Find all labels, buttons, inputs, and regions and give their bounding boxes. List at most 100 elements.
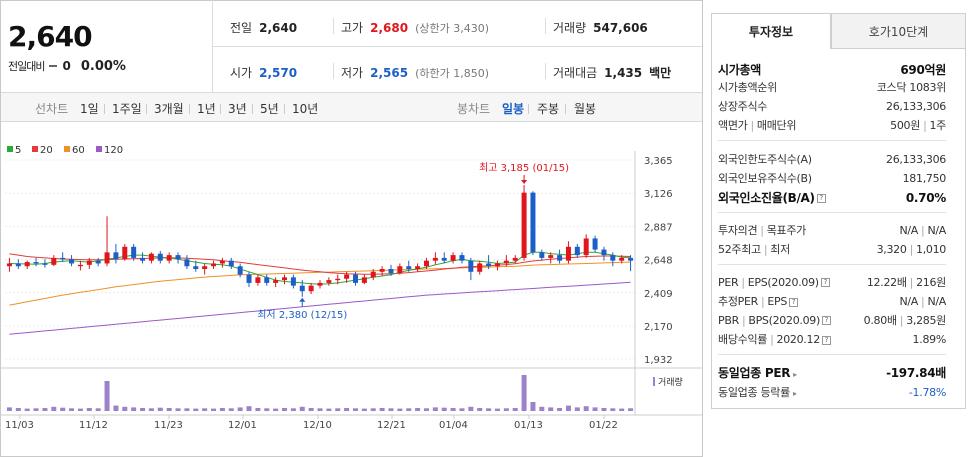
industry-change-label[interactable]: 동일업종 등락률: [718, 386, 790, 399]
volume-bar: [33, 408, 39, 411]
volume-bar: [530, 402, 536, 411]
volume-bar: [246, 406, 252, 411]
candle-body: [468, 260, 474, 272]
per-row: PER | EPS(2020.09)? 12.22배 | 216원: [718, 275, 946, 290]
high-label: 고가: [341, 21, 364, 35]
candle-body: [282, 277, 288, 281]
w52-high-value: 3,320: [876, 242, 907, 256]
w52-high-label: 52주최고: [718, 243, 761, 256]
candle-body: [113, 252, 119, 260]
candle-body: [361, 277, 367, 283]
period-3m[interactable]: 3개월: [154, 102, 184, 116]
period-5y[interactable]: 5년: [260, 102, 279, 116]
volume-bar: [352, 408, 358, 411]
volume-bar: [335, 408, 341, 411]
y-tick-label: 3,126: [644, 189, 673, 200]
period-1d[interactable]: 1일: [80, 102, 99, 116]
ma-legend: 5 20 60 120: [7, 145, 123, 156]
arrow-right-icon: ▸: [792, 389, 797, 398]
bps-year: (2020.09): [768, 313, 821, 327]
candle-body: [193, 266, 199, 270]
candle-body: [441, 257, 447, 261]
candle-body: [148, 253, 154, 261]
help-icon[interactable]: ?: [821, 316, 831, 325]
price-chart[interactable]: 5 20 60 120 3,365 3,126 2,887 2,648 2,409 2,170 1…: [1, 123, 702, 457]
period-10y[interactable]: 10년: [292, 102, 319, 116]
volume-bar: [42, 408, 48, 411]
candle-body: [539, 252, 545, 258]
candle-body: [264, 277, 270, 283]
divider: [252, 104, 253, 114]
volume-bar: [264, 408, 270, 411]
arrow-right-icon: ▸: [793, 370, 797, 379]
candle-body: [42, 263, 48, 265]
volume-bar: [24, 408, 30, 411]
current-price: 2,640: [8, 20, 93, 53]
help-icon[interactable]: ?: [789, 297, 799, 307]
volume-bar: [459, 408, 465, 411]
moving-averages: [9, 251, 631, 335]
legend-label: 120: [104, 145, 123, 156]
volume-bar: [601, 408, 607, 411]
unit-label: 매매단위: [756, 119, 797, 132]
volume-bar: [486, 408, 492, 411]
candle-body: [574, 246, 580, 256]
foreign-rate-row: 외국인소진율(B/A)? 0.70%: [718, 189, 946, 206]
period-monthly[interactable]: 월봉: [574, 102, 597, 116]
x-tick-label: 11/03: [5, 420, 34, 431]
low-arrow-head: [299, 297, 306, 302]
par-row: 액면가 | 매매단위 500원 | 1주: [718, 119, 946, 132]
help-icon[interactable]: ?: [821, 335, 831, 345]
candle-body: [69, 259, 75, 264]
period-3y[interactable]: 3년: [228, 102, 247, 116]
y-tick-label: 2,409: [644, 289, 673, 300]
opinion-label: 투자의견: [718, 224, 758, 237]
pbr-value: 0.80배: [863, 314, 897, 327]
dividend-value: 1.89%: [912, 332, 947, 346]
candle-body: [95, 260, 101, 264]
period-daily[interactable]: 일봉: [502, 102, 525, 116]
volume-bar: [6, 407, 12, 411]
opinion-row: 투자의견 | 목표주가 N/A | N/A: [718, 223, 946, 238]
help-icon[interactable]: ?: [820, 278, 830, 287]
candle-body: [308, 285, 314, 292]
candle-body: [415, 266, 421, 270]
trade-value-amount: 1,435: [604, 66, 643, 80]
opinion-value: N/A: [899, 223, 919, 237]
volume-bar: [397, 408, 403, 411]
change-label: 전일대비: [8, 60, 45, 73]
period-1y[interactable]: 1년: [197, 102, 216, 116]
candle-body: [122, 246, 128, 260]
volume-bar: [95, 408, 101, 411]
volume-bar: [432, 407, 438, 411]
help-icon[interactable]: ?: [816, 194, 826, 203]
y-tick-label: 3,365: [644, 156, 673, 167]
period-weekly[interactable]: 주봉: [537, 102, 560, 116]
candle-body: [166, 255, 172, 261]
tab-orderbook[interactable]: 호가10단계: [831, 13, 966, 49]
volume-bar: [415, 408, 421, 411]
volume-bar: [308, 408, 314, 411]
volume-bar: [113, 405, 119, 411]
period-1w[interactable]: 1주일: [112, 102, 142, 116]
chart-grid: [1, 151, 702, 416]
divider: [545, 18, 546, 34]
candle-body: [628, 257, 634, 261]
tab-invest-info[interactable]: 투자정보: [711, 13, 831, 49]
eps-label: EPS: [747, 275, 768, 289]
industry-per-value: -197.84배: [886, 366, 946, 380]
candle-body: [104, 252, 110, 264]
divider: [213, 46, 702, 47]
volume-bar: [503, 408, 509, 411]
candle-body: [494, 263, 500, 267]
volume-bar: [282, 408, 288, 411]
volume-bar: [131, 407, 137, 411]
volume-bar: [468, 406, 474, 411]
candle-body: [512, 257, 518, 261]
pbr-label: PBR: [718, 313, 739, 327]
rank-row: 시가총액순위 코스닥 1083위: [718, 79, 946, 95]
industry-per-label[interactable]: 동일업종 PER: [718, 366, 791, 380]
candle-body: [565, 246, 571, 261]
high-value: 2,680: [370, 21, 409, 35]
shares-row: 상장주식수 26,133,306: [718, 98, 946, 114]
